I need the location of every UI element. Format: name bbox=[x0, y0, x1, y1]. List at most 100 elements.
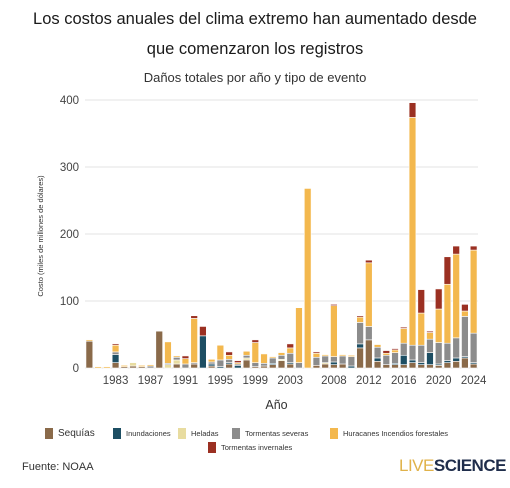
bar-segment bbox=[164, 364, 172, 369]
bar-segment bbox=[400, 326, 408, 329]
bar-segment bbox=[251, 362, 260, 367]
source-note: Fuente: NOAA bbox=[22, 461, 94, 473]
bar-segment bbox=[190, 315, 198, 319]
bar-segment bbox=[111, 351, 120, 355]
bar-segment bbox=[356, 322, 364, 345]
legend-swatch bbox=[178, 428, 186, 439]
bar-segment bbox=[242, 350, 251, 356]
chart-title-line-2: que comenzaron los registros bbox=[146, 40, 364, 58]
bar-segment bbox=[242, 354, 251, 359]
bar-segment bbox=[207, 361, 216, 365]
x-tick-label: 2016 bbox=[391, 375, 417, 387]
bar-segment bbox=[417, 364, 425, 369]
bar-segment bbox=[365, 262, 373, 327]
bar-segment bbox=[400, 364, 408, 369]
bar-segment bbox=[417, 362, 425, 365]
bar-segment bbox=[365, 326, 373, 341]
bar-segment bbox=[356, 347, 364, 369]
bar-segment bbox=[269, 357, 277, 364]
bar-segment bbox=[434, 342, 443, 365]
bar-segment bbox=[321, 354, 329, 357]
bar-segment bbox=[452, 357, 460, 362]
bar-segment bbox=[269, 364, 277, 369]
bar-segment bbox=[469, 245, 478, 251]
bar-segment bbox=[172, 363, 181, 369]
legend-swatch bbox=[208, 442, 216, 453]
bar-segment bbox=[269, 356, 277, 359]
bar-segment bbox=[330, 356, 338, 363]
livescience-logo: LIVESCIENCE bbox=[399, 456, 506, 475]
bar-segment bbox=[330, 305, 338, 357]
bar-segment bbox=[277, 360, 286, 369]
bar-segment bbox=[469, 249, 478, 334]
bar-segment bbox=[382, 350, 391, 354]
bar-segment bbox=[452, 360, 460, 369]
bar-segment bbox=[443, 283, 452, 344]
bar-segment bbox=[469, 332, 478, 363]
bar-segment bbox=[321, 355, 329, 363]
bar-segment bbox=[207, 363, 216, 367]
bar-segment bbox=[286, 363, 294, 369]
bar-segment bbox=[443, 362, 452, 369]
bar-segment bbox=[172, 359, 181, 365]
legend-label: Huracanes Incendios forestales bbox=[343, 429, 449, 438]
bar-segment bbox=[146, 364, 155, 367]
bar-segment bbox=[251, 339, 260, 343]
legend-item-sequias: Sequías bbox=[45, 428, 95, 439]
bar-segment bbox=[207, 358, 216, 363]
bar-segment bbox=[443, 342, 452, 361]
bar-segment bbox=[234, 360, 242, 363]
bar-segment bbox=[129, 365, 137, 369]
stacked-bar-chart: 0 100 200 300 400 1983 1987 1991 1995 1999 2003 200… bbox=[36, 95, 487, 412]
x-tick-label: 1999 bbox=[243, 375, 269, 387]
x-tick-label: 1991 bbox=[173, 375, 199, 387]
bar-segment bbox=[443, 360, 452, 363]
bar-segment bbox=[347, 354, 356, 357]
bar-segment bbox=[312, 351, 321, 354]
bar-segment bbox=[181, 355, 190, 359]
bar-segment bbox=[426, 364, 434, 369]
legend-swatch bbox=[113, 428, 121, 439]
chart-subtitle: Daños totales por año y tipo de evento bbox=[143, 70, 367, 85]
bar-segment bbox=[400, 354, 408, 365]
legend-label: Tormentas severas bbox=[245, 429, 309, 438]
bar-segment bbox=[391, 364, 399, 369]
legend-swatch bbox=[232, 428, 240, 439]
bar-segment bbox=[120, 365, 129, 367]
bar-segment bbox=[181, 358, 190, 365]
legend: Sequías Inundaciones Heladas Tormentas s… bbox=[45, 424, 485, 460]
bar-segment bbox=[103, 366, 111, 369]
bar-segment bbox=[400, 328, 408, 344]
bar-segment bbox=[303, 188, 312, 369]
bar-segment bbox=[225, 351, 233, 356]
bar-segment bbox=[434, 308, 443, 343]
x-tick-label: 2012 bbox=[356, 375, 382, 387]
legend-label: Tormentas invernales bbox=[221, 443, 293, 452]
bar-segment bbox=[242, 359, 251, 369]
y-axis-label: Costo (miles de millones de dólares) bbox=[36, 175, 45, 297]
bar-segment bbox=[330, 304, 338, 306]
bar-segment bbox=[373, 360, 382, 369]
bar-segment bbox=[111, 344, 120, 353]
bar-segment bbox=[312, 356, 321, 366]
bar-segment bbox=[461, 304, 469, 312]
bar-segment bbox=[426, 352, 434, 365]
bar-segment bbox=[321, 363, 329, 369]
bar-segment bbox=[260, 365, 268, 369]
bar-segment bbox=[338, 354, 347, 357]
bar-segment bbox=[347, 365, 356, 369]
bar-segment bbox=[172, 355, 181, 358]
x-tick-label: 2020 bbox=[426, 375, 452, 387]
bar-segment bbox=[452, 337, 460, 359]
bar-segment bbox=[155, 330, 163, 369]
bar-segment bbox=[469, 363, 478, 369]
legend-swatch bbox=[45, 428, 53, 439]
legend-item-tormentas-invernales: Tormentas invernales bbox=[208, 442, 292, 453]
bar-segment bbox=[190, 318, 198, 363]
bar-segment bbox=[234, 365, 242, 369]
bar-segment bbox=[146, 365, 155, 369]
legend-label: Heladas bbox=[191, 429, 219, 438]
bar-segment bbox=[138, 365, 146, 367]
bar-segment bbox=[443, 256, 452, 285]
bar-segment bbox=[356, 343, 364, 349]
